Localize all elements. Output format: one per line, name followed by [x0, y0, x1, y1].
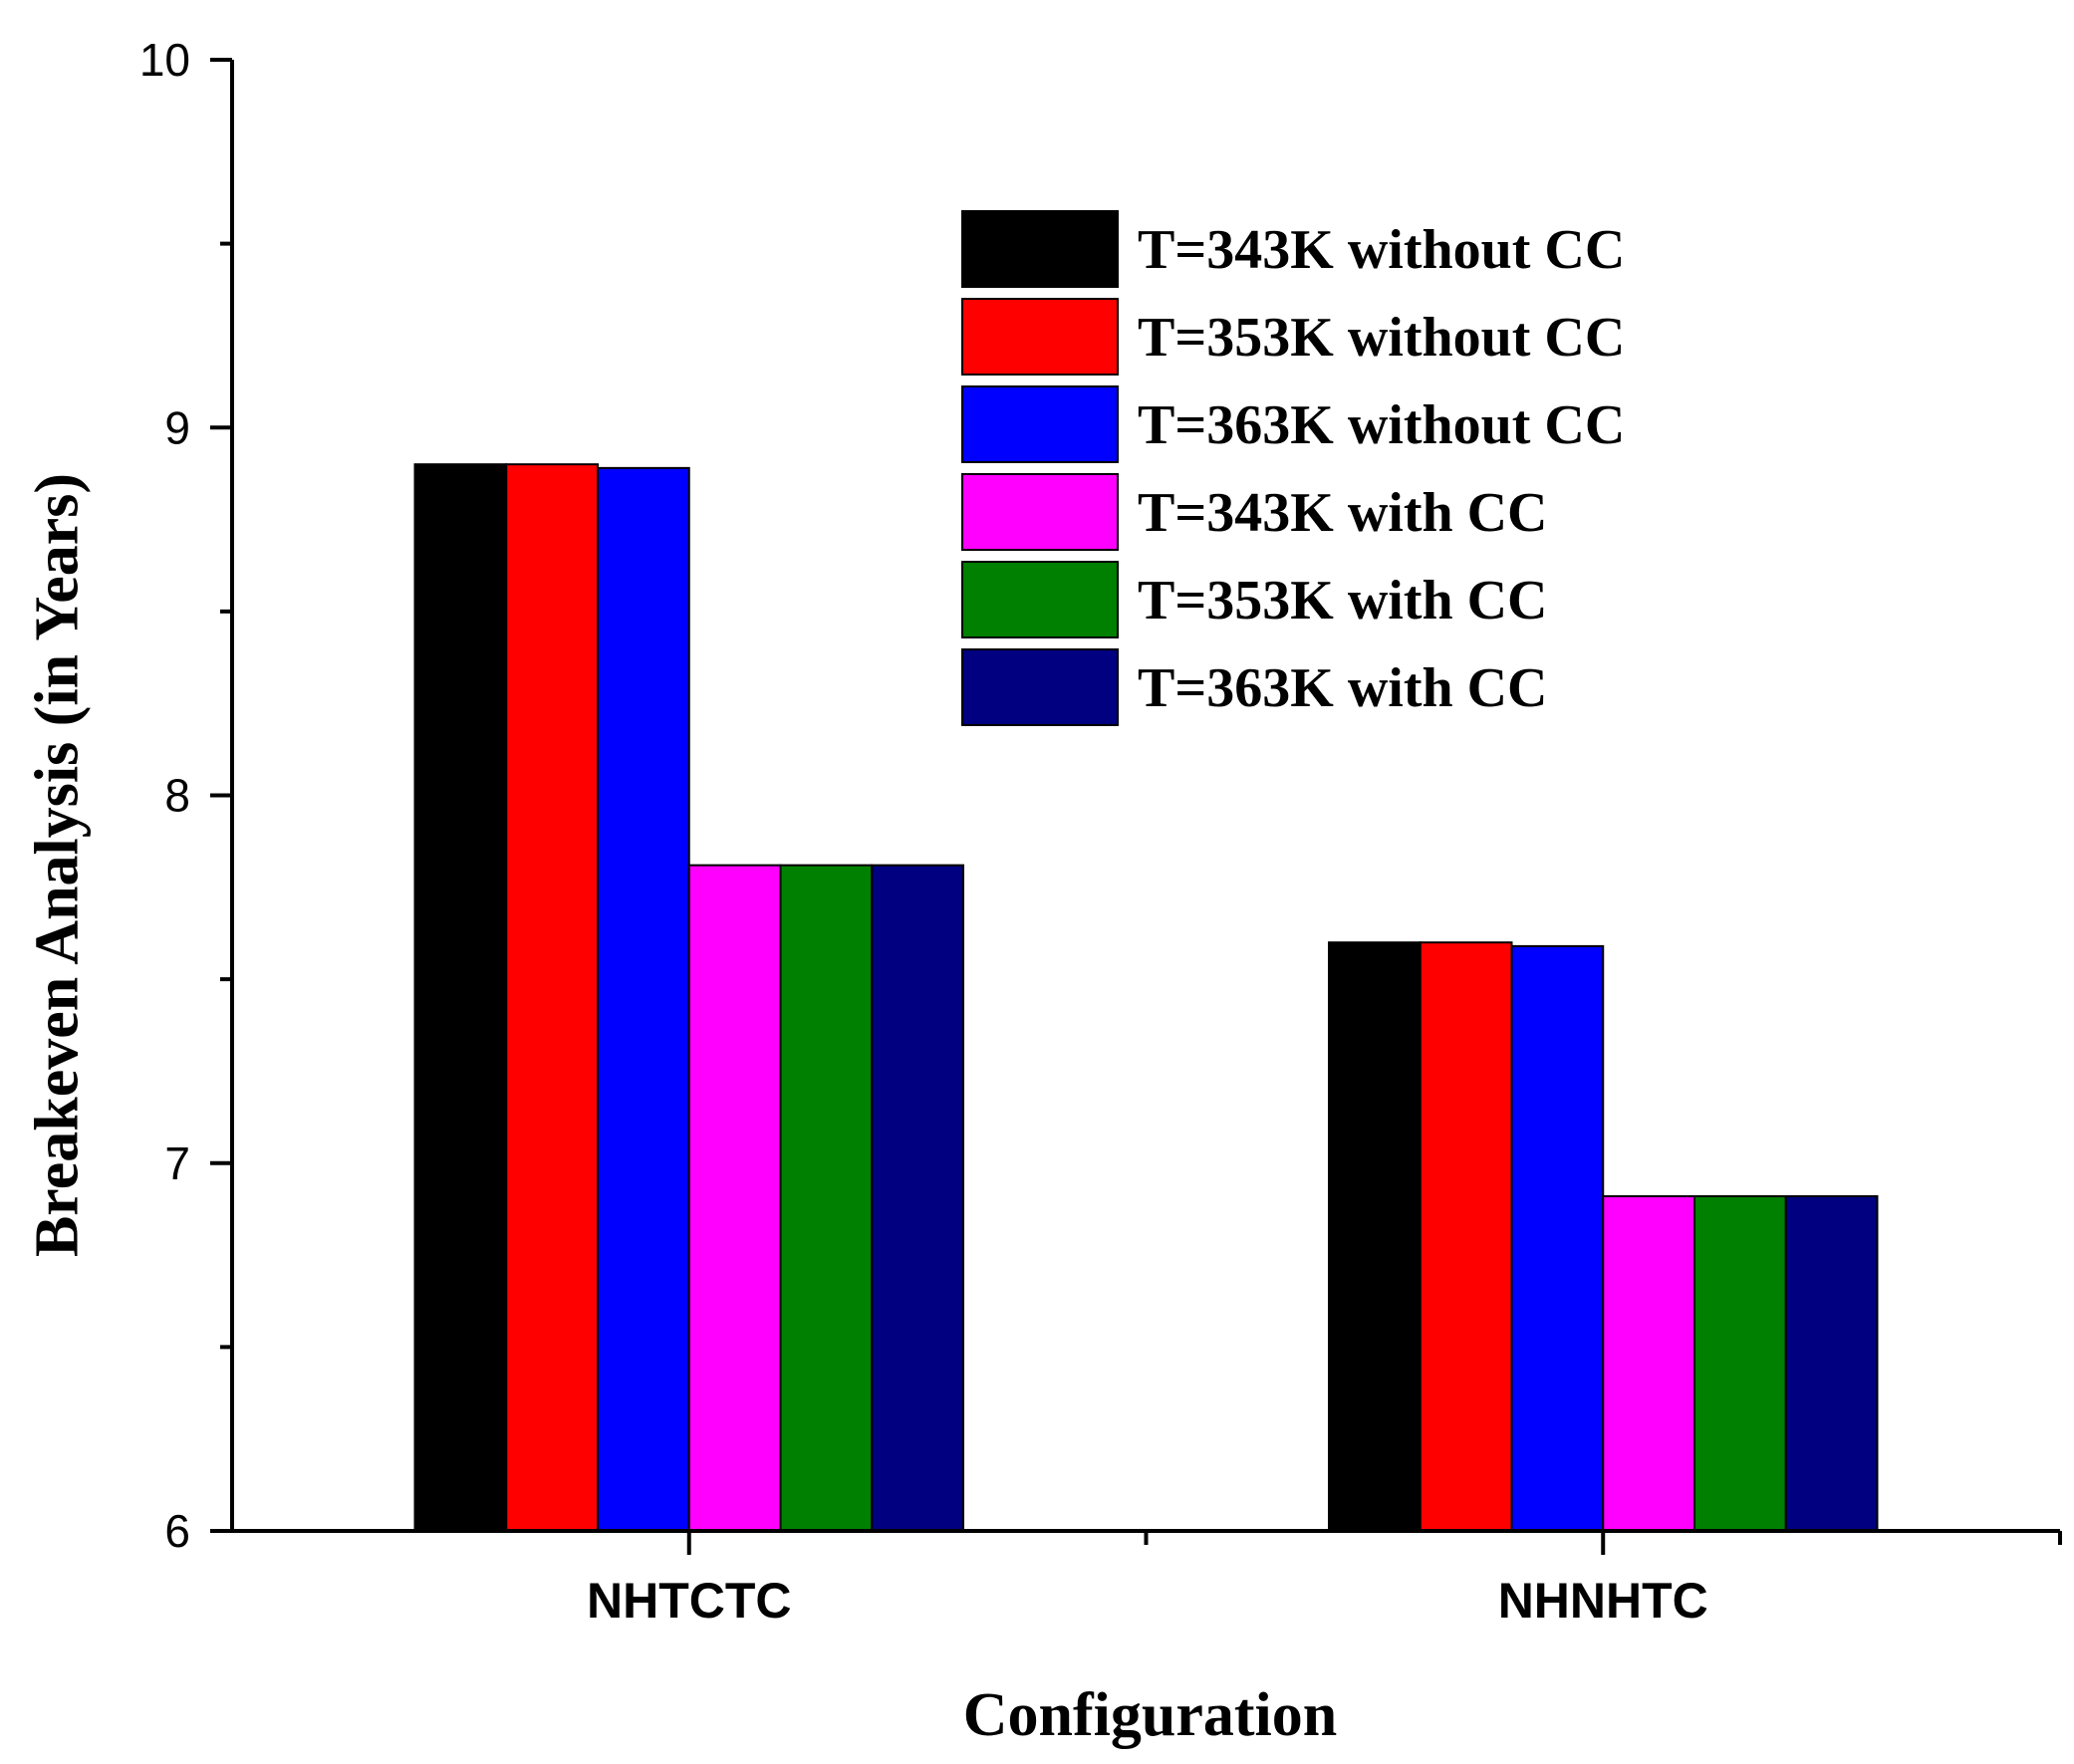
legend-label-4: T=343K with CC: [1138, 482, 1548, 544]
legend-label-5: T=353K with CC: [1138, 570, 1548, 631]
y-tick-label: 6: [164, 1505, 190, 1557]
bar-nhtctc-series-5: [779, 864, 874, 1532]
x-ticks: NHTCTC NHNHTC: [587, 1531, 2062, 1629]
bar-nhtctc-series-3: [597, 466, 690, 1532]
legend-swatch-6: [961, 648, 1119, 726]
bar-nhtctc-series-6: [871, 864, 964, 1532]
bar-nhnhtc-series-6: [1784, 1194, 1879, 1533]
bar-nhnhtc-series-5: [1693, 1194, 1787, 1533]
legend-swatch-1: [961, 210, 1119, 288]
legend: T=343K without CC T=353K without CC T=363K…: [961, 210, 1625, 726]
legend-label-6: T=363K with CC: [1138, 657, 1548, 719]
bar-nhnhtc-series-2: [1419, 941, 1513, 1532]
y-tick-label: 10: [139, 34, 190, 86]
legend-label-3: T=363K without CC: [1138, 394, 1625, 456]
bar-nhtctc-series-2: [505, 463, 599, 1532]
bar-nhtctc-series-4: [687, 864, 782, 1532]
bar-nhnhtc-series-4: [1602, 1194, 1695, 1533]
legend-swatch-2: [961, 298, 1119, 376]
legend-label-1: T=343K without CC: [1138, 219, 1625, 281]
bars-layer: [413, 463, 1879, 1533]
x-tick-label-nhnhtc: NHNHTC: [1498, 1573, 1708, 1629]
bar-nhnhtc-series-1: [1328, 941, 1422, 1532]
y-axis-title: Breakeven Analysis (in Years): [24, 473, 92, 1257]
x-tick-label-nhtctc: NHTCTC: [587, 1573, 792, 1629]
bar-nhtctc-series-1: [413, 463, 508, 1532]
x-axis-title: Configuration: [963, 1681, 1337, 1749]
legend-label-2: T=353K without CC: [1138, 307, 1625, 369]
y-tick-label: 7: [164, 1137, 190, 1189]
y-ticks: 6 7 8 9 10: [139, 34, 232, 1557]
legend-swatch-3: [961, 385, 1119, 463]
y-tick-label: 8: [164, 770, 190, 822]
legend-swatch-4: [961, 473, 1119, 551]
y-tick-label: 9: [164, 401, 190, 453]
legend-swatch-5: [961, 561, 1119, 638]
bar-nhnhtc-series-3: [1510, 944, 1605, 1532]
